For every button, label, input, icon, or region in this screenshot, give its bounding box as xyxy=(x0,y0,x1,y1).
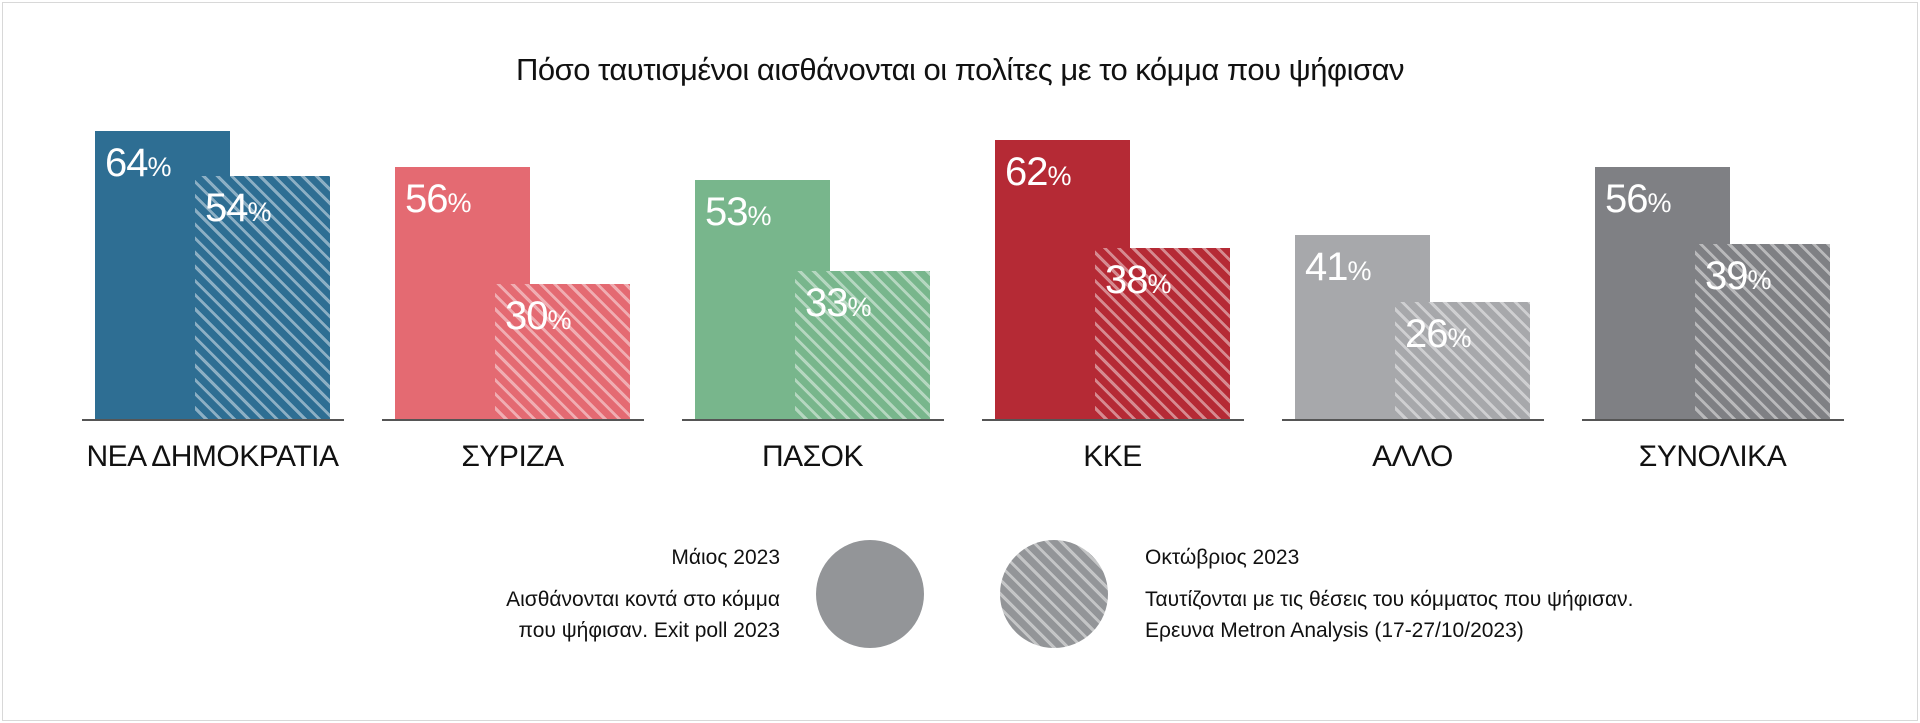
bar-october xyxy=(1695,243,1830,420)
baseline xyxy=(1582,419,1844,421)
legend-october-text: Οκτώβριος 2023 Ταυτίζονται με τις θέσεις… xyxy=(1145,542,1845,646)
category-label: ΠΑΣΟΚ xyxy=(761,440,864,473)
data-label: 39% xyxy=(1705,253,1772,298)
data-label: 26% xyxy=(1405,312,1472,357)
bar-october xyxy=(195,175,330,420)
data-label: 62% xyxy=(1005,149,1072,194)
category-label: ΚΚΕ xyxy=(1083,440,1142,473)
category-label: ΝΕΑ ΔΗΜΟΚΡΑΤΙΑ xyxy=(86,440,339,473)
data-label: 56% xyxy=(1605,176,1672,221)
legend-solid-swatch xyxy=(816,540,924,648)
data-label: 56% xyxy=(405,176,472,221)
baseline xyxy=(82,419,344,421)
bar-october xyxy=(1395,302,1530,420)
data-label: 33% xyxy=(805,280,872,325)
baseline xyxy=(1282,419,1544,421)
data-label: 38% xyxy=(1105,258,1172,303)
baseline xyxy=(682,419,944,421)
legend-may-line2: που ψήφισαν. Exit poll 2023 xyxy=(518,619,780,642)
category-label: ΑΛΛΟ xyxy=(1372,440,1453,473)
chart-title: Πόσο ταυτισμένοι αισθάνονται οι πολίτες … xyxy=(515,52,1405,87)
data-label: 30% xyxy=(505,294,572,339)
data-label: 53% xyxy=(705,190,772,235)
bar-october xyxy=(495,284,630,420)
baseline xyxy=(382,419,644,421)
baseline xyxy=(982,419,1244,421)
legend-hatched-swatch xyxy=(1000,540,1108,648)
legend-may-title: Μάιος 2023 xyxy=(671,546,780,569)
data-label: 54% xyxy=(205,185,272,230)
category-label: ΣΥΡΙΖΑ xyxy=(461,440,564,473)
data-label: 41% xyxy=(1305,244,1372,289)
data-label: 64% xyxy=(105,140,172,185)
legend-may-line1: Αισθάνονται κοντά στο κόμμα xyxy=(506,588,780,611)
bar-october xyxy=(1095,248,1230,420)
legend-october-title: Οκτώβριος 2023 xyxy=(1145,546,1300,569)
legend-may-text: Μάιος 2023 Αισθάνονται κοντά στο κόμμα π… xyxy=(480,542,780,646)
category-label: ΣΥΝΟΛΙΚΑ xyxy=(1638,440,1787,473)
bar-october xyxy=(795,270,930,420)
legend-october-line2: Ερευνα Metron Analysis (17-27/10/2023) xyxy=(1145,619,1524,642)
legend-october-line1: Ταυτίζονται με τις θέσεις του κόμματος π… xyxy=(1145,588,1634,611)
